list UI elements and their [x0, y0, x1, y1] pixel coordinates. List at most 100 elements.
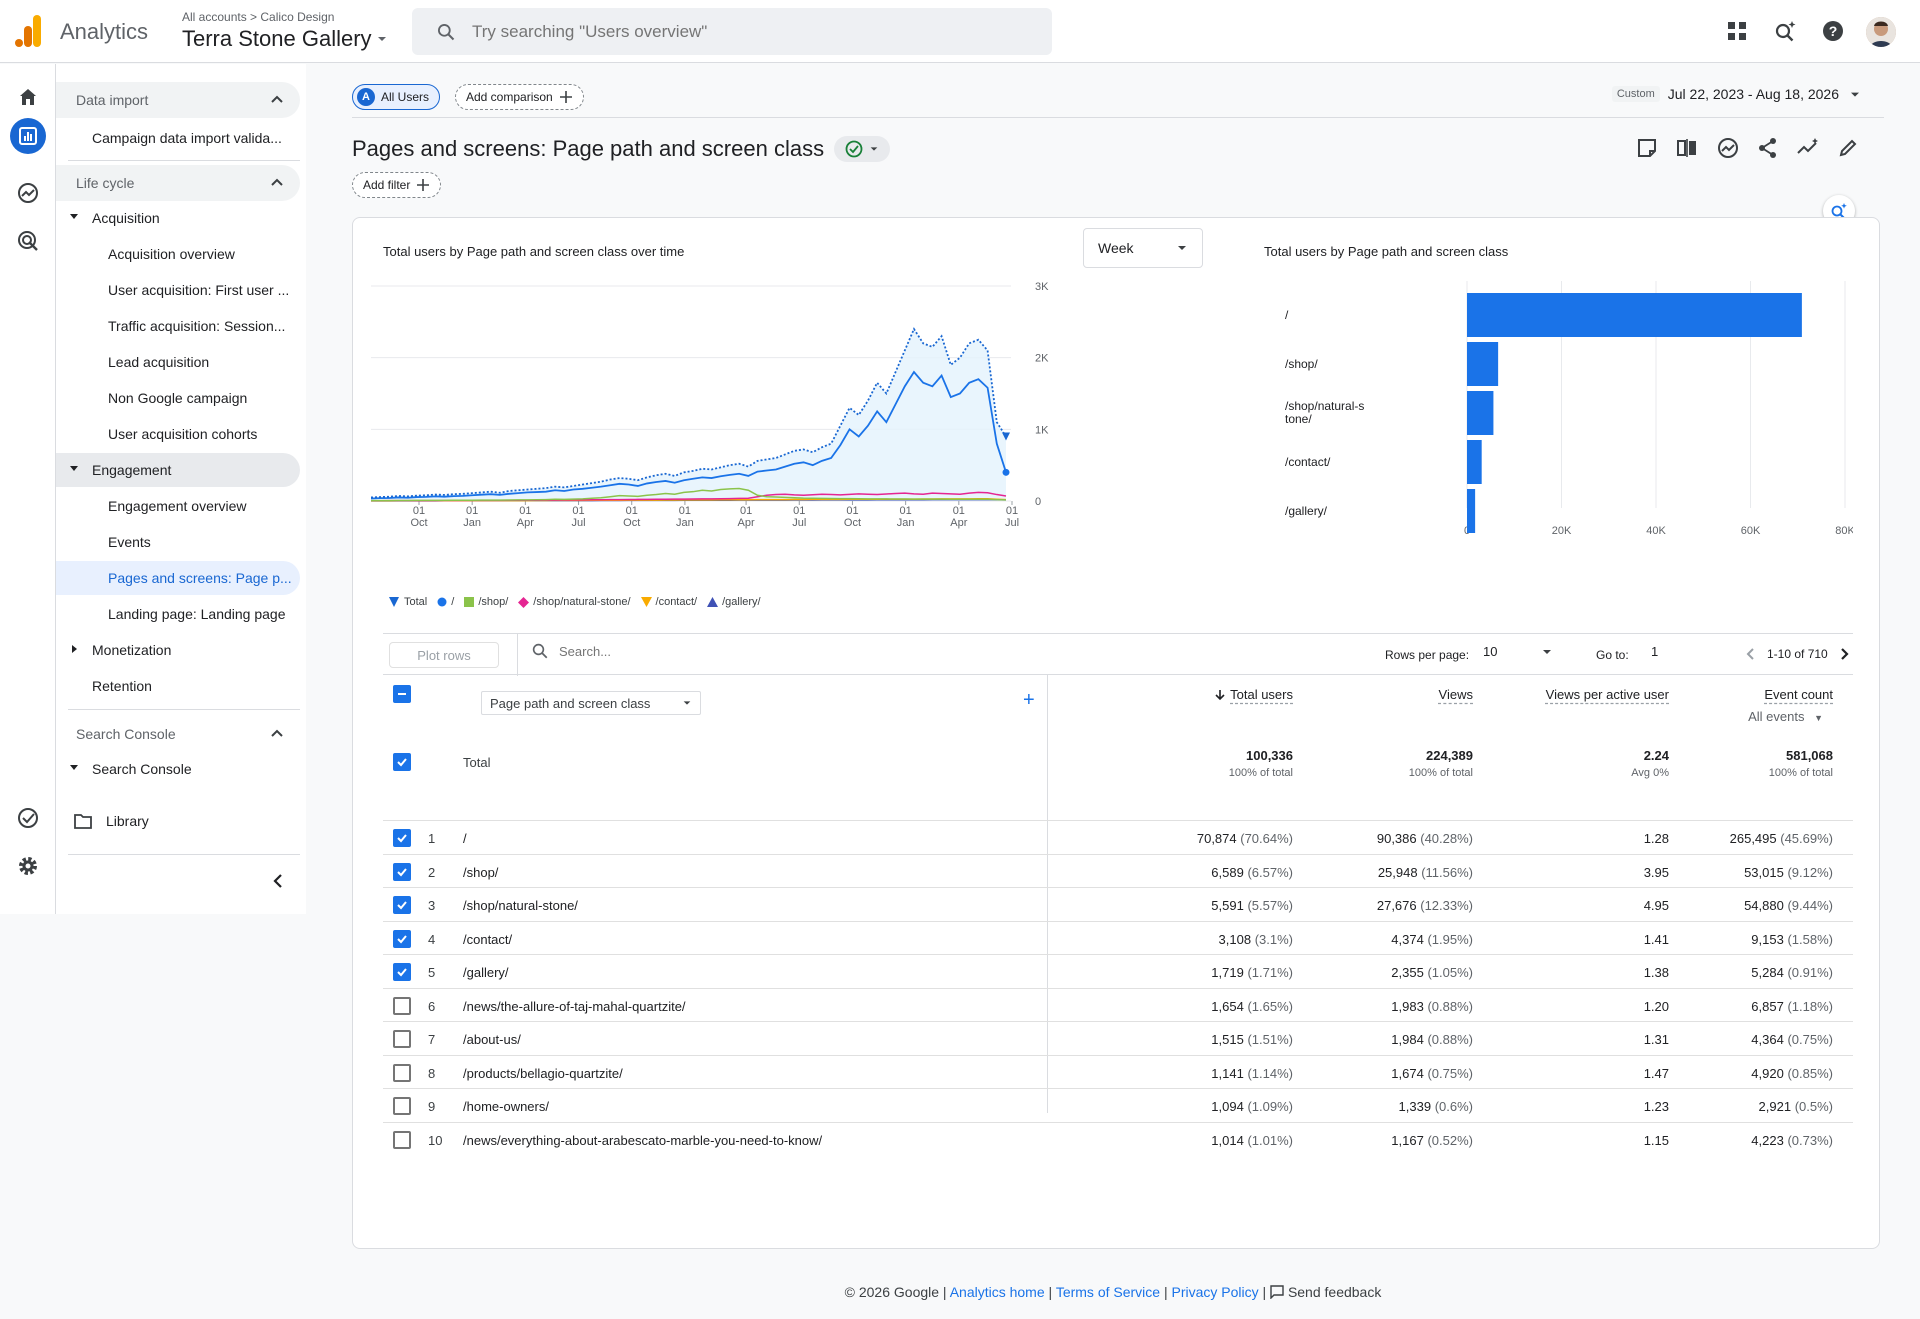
table-row[interactable]: 1 / 70,874 (70.64%) 90,386 (40.28%) 1.28…: [383, 820, 1853, 854]
nav-item-lead-acquisition[interactable]: Lead acquisition: [108, 354, 210, 370]
settings-icon[interactable]: [14, 852, 42, 880]
footer-link-privacy[interactable]: Privacy Policy: [1171, 1284, 1259, 1300]
bar-chart[interactable]: 020K40K60K80K//shop//shop/natural-stone/…: [1253, 268, 1853, 568]
nav-item-user-acquisition-cohorts[interactable]: User acquisition cohorts: [108, 426, 258, 442]
nav-item-monetization[interactable]: Monetization: [56, 633, 300, 667]
comparison-chip-all-users[interactable]: A All Users: [352, 84, 441, 110]
row-page-path[interactable]: /shop/natural-stone/: [463, 898, 578, 913]
row-page-path[interactable]: /home-owners/: [463, 1099, 549, 1114]
row-checkbox[interactable]: [393, 862, 411, 881]
table-row[interactable]: 5 /gallery/ 1,719 (1.71%) 2,355 (1.05%) …: [383, 954, 1853, 988]
row-checkbox[interactable]: [393, 963, 411, 981]
row-page-path[interactable]: /about-us/: [463, 1032, 521, 1047]
admin-check-icon[interactable]: [14, 804, 42, 832]
analytics-logo[interactable]: [15, 15, 41, 47]
explore-icon[interactable]: [14, 179, 42, 207]
property-picker[interactable]: Terra Stone Gallery: [182, 26, 388, 52]
annotation-icon[interactable]: [1634, 135, 1660, 161]
row-checkbox[interactable]: [393, 1063, 411, 1082]
table-search[interactable]: [531, 642, 759, 660]
header-event-count[interactable]: Event count: [1764, 687, 1833, 702]
table-row[interactable]: 6 /news/the-allure-of-taj-mahal-quartzit…: [383, 987, 1853, 1022]
row-checkbox[interactable]: [393, 896, 411, 914]
nav-item-user-acquisition[interactable]: User acquisition: First user ...: [108, 282, 290, 298]
chevron-left-icon[interactable]: [1743, 646, 1759, 662]
rows-per-page-select[interactable]: 10: [1483, 644, 1553, 659]
advertising-icon[interactable]: [14, 227, 42, 255]
row-page-path[interactable]: /contact/: [463, 931, 513, 947]
legend-item-shop[interactable]: /shop/: [464, 596, 508, 608]
nav-item-landing-page[interactable]: Landing page: Landing page: [108, 606, 286, 622]
nav-item-library[interactable]: Library: [56, 804, 300, 838]
nav-item-search-console[interactable]: Search Console: [56, 752, 300, 786]
series-line-shop[interactable]: [371, 487, 1007, 502]
nav-section-search-console[interactable]: Search Console: [56, 716, 300, 752]
search-input[interactable]: [472, 21, 1032, 42]
row-page-path[interactable]: /products/bellagio-quartzite/: [463, 1065, 623, 1081]
row-page-path[interactable]: /shop/: [463, 864, 499, 880]
breadcrumb-account[interactable]: Calico Design: [260, 10, 335, 24]
row-checkbox[interactable]: [393, 996, 411, 1015]
row-checkbox[interactable]: [393, 829, 411, 847]
bar-contact[interactable]: [1467, 440, 1482, 484]
table-search-input[interactable]: [559, 643, 759, 659]
report-status-menu[interactable]: [834, 136, 891, 162]
search-box[interactable]: [412, 8, 1052, 55]
row-checkbox[interactable]: [393, 1097, 411, 1115]
row-page-path[interactable]: /news/the-allure-of-taj-mahal-quartzite/: [463, 998, 686, 1014]
nav-item-engagement[interactable]: Engagement: [56, 453, 300, 487]
help-icon[interactable]: ?: [1820, 18, 1846, 44]
nav-item-traffic-acquisition[interactable]: Traffic acquisition: Session...: [108, 318, 286, 334]
row-checkbox[interactable]: [393, 1130, 411, 1149]
add-dimension-button[interactable]: +: [1023, 689, 1035, 711]
line-chart[interactable]: 3K2K1K001Oct01Jan01Apr01Jul01Oct01Jan01A…: [371, 276, 1071, 541]
nav-section-data-import[interactable]: Data import: [56, 82, 300, 118]
footer-link-analytics-home[interactable]: Analytics home: [949, 1284, 1045, 1300]
legend-item-total[interactable]: Total: [388, 596, 427, 608]
home-icon[interactable]: [14, 83, 42, 111]
send-feedback-button[interactable]: Send feedback: [1270, 1284, 1381, 1300]
select-all-checkbox[interactable]: [393, 685, 411, 703]
table-row[interactable]: 7 /about-us/ 1,515 (1.51%) 1,984 (0.88%)…: [383, 1021, 1853, 1055]
avatar[interactable]: [1866, 17, 1896, 47]
row-checkbox[interactable]: [393, 929, 411, 948]
table-row[interactable]: 4 /contact/ 3,108 (3.1%) 4,374 (1.95%) 1…: [383, 920, 1853, 955]
granularity-select[interactable]: Week: [1083, 228, 1203, 268]
trend-sparkle-icon[interactable]: [1795, 135, 1821, 161]
legend-item-natural-stone[interactable]: /shop/natural-stone/: [518, 596, 631, 608]
events-filter-select[interactable]: All events ▼: [1673, 709, 1823, 724]
legend-item-root[interactable]: /: [437, 596, 454, 608]
nav-item-acquisition[interactable]: Acquisition: [56, 201, 300, 235]
nav-item-acquisition-overview[interactable]: Acquisition overview: [108, 246, 235, 262]
header-views-per-active-user[interactable]: Views per active user: [1545, 687, 1669, 702]
date-range-picker[interactable]: Custom Jul 22, 2023 - Aug 18, 2026: [1611, 86, 1863, 102]
add-comparison-button[interactable]: Add comparison: [455, 84, 584, 110]
nav-item-events[interactable]: Events: [108, 534, 151, 550]
table-row[interactable]: 3 /shop/natural-stone/ 5,591 (5.57%) 27,…: [383, 887, 1853, 921]
row-page-path[interactable]: /gallery/: [463, 965, 509, 980]
bar-gallery[interactable]: [1467, 489, 1476, 533]
share-icon[interactable]: [1755, 135, 1781, 161]
collapse-nav-button[interactable]: [270, 872, 288, 895]
totals-checkbox[interactable]: [393, 753, 411, 771]
add-filter-button[interactable]: Add filter: [352, 172, 442, 198]
bar-shop-natural-stone[interactable]: [1467, 391, 1494, 435]
table-row[interactable]: 9 /home-owners/ 1,094 (1.09%) 1,339 (0.6…: [383, 1088, 1853, 1122]
goto-input[interactable]: 1: [1651, 644, 1659, 659]
header-views[interactable]: Views: [1438, 687, 1473, 702]
reports-icon[interactable]: [10, 118, 46, 154]
nav-item-pages-and-screens[interactable]: Pages and screens: Page p...: [56, 561, 300, 595]
breadcrumb-all-accounts[interactable]: All accounts: [182, 10, 247, 24]
table-row[interactable]: 2 /shop/ 6,589 (6.57%) 25,948 (11.56%) 3…: [383, 853, 1853, 888]
apps-icon[interactable]: [1724, 18, 1750, 44]
row-page-path[interactable]: /: [463, 831, 467, 846]
table-row[interactable]: 10 /news/everything-about-arabescato-mar…: [383, 1121, 1853, 1156]
nav-section-life-cycle[interactable]: Life cycle: [56, 165, 300, 201]
nav-item-retention[interactable]: Retention: [92, 678, 152, 694]
nav-item-campaign-import[interactable]: Campaign data import valida...: [92, 130, 282, 146]
bar-shop[interactable]: [1467, 342, 1499, 386]
series-line-root[interactable]: [371, 370, 1007, 500]
table-row[interactable]: 8 /products/bellagio-quartzite/ 1,141 (1…: [383, 1054, 1853, 1089]
insights-chart-icon[interactable]: [1715, 135, 1741, 161]
search-insights-icon[interactable]: [1772, 18, 1798, 44]
